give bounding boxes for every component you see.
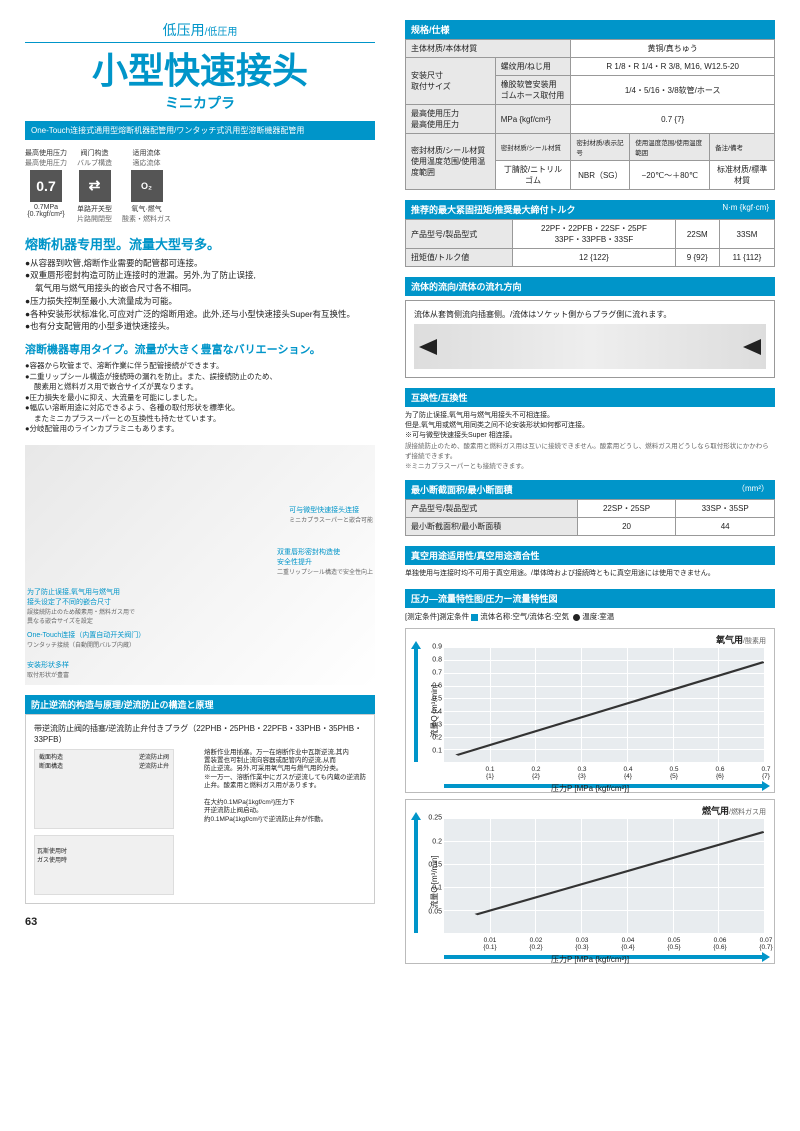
cross-section-header: 最小断截面积/最小断面積（mm²） [405, 480, 775, 499]
torque-header: 推荐的最大紧固扭矩/推奨最大締付トルクN·m {kgf·cm} [405, 200, 775, 219]
flow-dir-illustration [414, 324, 766, 369]
chart-fuel: 燃气用/燃料ガス用 流量Q [m³/min] 压力P [MPa {kgf/cm²… [405, 799, 775, 964]
product-image: 可与微型快速接头连接ミニカプラスーパーと嵌合可能 双重唇形密封构造使 安全性提升… [25, 445, 375, 685]
vacuum-header: 真空用途适用性/真空用途適合性 [405, 546, 775, 565]
pressure-icon-box: 最高使用压力最高使用圧力 0.7 0.7MPa {0.7kgf/cm²} [25, 148, 67, 224]
compat-header: 互换性/互換性 [405, 388, 775, 407]
fluid-icon-box: 适用流体適応流体 O₂ 氧气·燃气酸素・燃料ガス [122, 148, 171, 224]
spec-table: 主体材质/本体材質黄铜/真ちゅう 安装尺寸 取付サイズ螺纹用/ねじ用R 1/8・… [405, 39, 775, 190]
category-header: 低压用/低圧用 [25, 20, 375, 43]
compat-note: 誤接続防止のため、酸素用と燃料ガス用は互いに接続できません。酸素用どうし、燃料ガ… [405, 440, 775, 470]
cross-section-diagram: 截面构造 断面構造 逆流防止阀 逆流防止弁 [34, 749, 174, 829]
callout-1: 可与微型快速接头连接ミニカプラスーパーと嵌合可能 [289, 505, 373, 524]
product-subtitle: ミニカプラ [25, 93, 375, 113]
reverse-flow-header: 防止逆流的构造与原理/逆流防止の構造と原理 [25, 695, 375, 714]
features-cn: 从容器到吹管,熔断作业需要的配管都可连接。 双重唇形密封构造可防止连接时的泄漏。… [25, 257, 375, 334]
feature-title-jp: 溶断機器専用タイプ。流量が大きく豊富なバリエーション。 [25, 341, 375, 357]
chart-legend: [测定条件]測定条件 流体名称:空气/流体名:空気 温度:室温 [405, 611, 775, 622]
category-sub: /低圧用 [205, 27, 238, 38]
flow-diagram: 瓦斯使用时 ガス使用時 [34, 835, 174, 895]
vacuum-text: 单独使用与连接时均不可用于真空用途。/単体時および接続時ともに真空用途には使用で… [405, 569, 775, 579]
product-title: 小型快速接头 [25, 51, 375, 91]
legend-dot-icon [471, 614, 478, 621]
flow-dir-header: 流体的流向/流体の流れ方向 [405, 277, 775, 296]
callout-5: 安装形状多样取付形状が豊富 [27, 660, 69, 679]
feature-title: 熔断机器专用型。流量大型号多。 [25, 234, 375, 253]
torque-table: 产品型号/製品型式22PF・22PFB・22SF・25PF 33PF・33PFB… [405, 219, 775, 267]
spec-icons: 最高使用压力最高使用圧力 0.7 0.7MPa {0.7kgf/cm²} 阀门构… [25, 148, 375, 224]
reverse-flow-section: 防止逆流的构造与原理/逆流防止の構造と原理 带逆流防止阀的插塞/逆流防止弁付きプ… [25, 695, 375, 904]
y-axis-arrow-icon [414, 818, 418, 933]
description-band: One-Touch连接式通用型熔断机器配管用/ワンタッチ式汎用型溶断機器配管用 [25, 121, 375, 140]
legend-dot-icon [573, 614, 580, 621]
category: 低压用 [163, 22, 205, 38]
spec-header: 规格/仕様 [405, 20, 775, 39]
compat-text: 为了防止误接,氧气用与燃气用接头不可相连接。 但是,氧气用或燃气用同类之间不论安… [405, 411, 775, 440]
arrow-right-icon [743, 339, 761, 355]
right-column: 规格/仕様 主体材质/本体材質黄铜/真ちゅう 安装尺寸 取付サイズ螺纹用/ねじ用… [405, 20, 775, 964]
fluid-icon: O₂ [131, 170, 163, 202]
cross-section-table: 产品型号/製品型式22SP・25SP33SP・35SP 最小断截面积/最小断面積… [405, 499, 775, 536]
left-column: 低压用/低圧用 小型快速接头 ミニカプラ One-Touch连接式通用型熔断机器… [25, 20, 375, 928]
callout-3: 为了防止误接,氧气用与燃气用 接头设定了不同的嵌合尺寸誤接続防止のため酸素用・燃… [27, 580, 135, 625]
reverse-flow-title: 带逆流防止阀的插塞/逆流防止弁付きプラグ（22PHB・25PHB・22PFB・3… [34, 723, 366, 745]
pressure-icon: 0.7 [30, 170, 62, 202]
valve-icon-box: 阀门构造バルブ構造 ⇄ 单路开关型片路開閉型 [77, 148, 112, 224]
arrow-left-icon [419, 339, 437, 355]
callout-2: 双重唇形密封构造使 安全性提升二重リップシール構造で安全性向上 [277, 540, 373, 576]
flow-dir-box: 流体从套筒侧流向插塞侧。/流体はソケット側からプラグ側に流れます。 [405, 300, 775, 378]
y-axis-arrow-icon [414, 647, 418, 762]
chart-oxygen: 氧气用/酸素用 流量Q [m³/min] 压力P [MPa {kgf/cm²}]… [405, 628, 775, 793]
features-jp: 容器から吹管まで、溶断作業に伴う配管接続ができます。 二重リップシール構造が接続… [25, 361, 375, 435]
page-number: 63 [25, 916, 375, 928]
chart-header: 压力—流量特性图/圧力ー流量特性図 [405, 589, 775, 608]
valve-icon: ⇄ [79, 170, 111, 202]
reverse-flow-desc: 熔断作业用插塞。万一在熔断作业中瓦斯逆流,其内 置装置也可制止流向容器或配管内的… [204, 749, 366, 825]
callout-4: One-Touch连接（内置自动开关阀门）ワンタッチ接続（自動開閉バルブ内蔵） [27, 630, 145, 649]
